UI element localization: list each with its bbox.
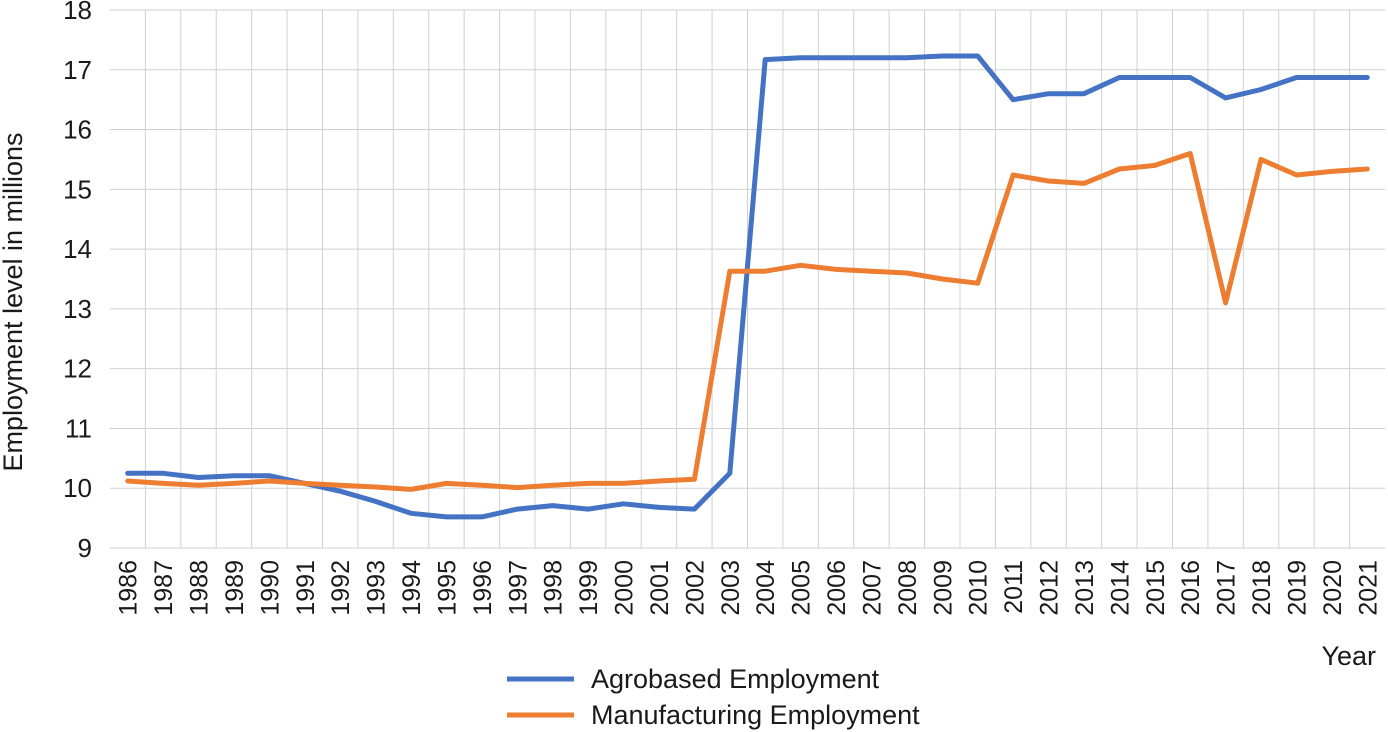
legend: Agrobased Employment Manufacturing Emplo… — [507, 664, 920, 730]
x-tick-label: 2002 — [681, 560, 709, 616]
x-tick-label: 1988 — [186, 560, 214, 616]
y-tick-label: 13 — [63, 294, 92, 324]
y-tick-label: 17 — [63, 55, 92, 85]
x-tick-label: 2021 — [1354, 560, 1382, 616]
x-tick-label: 2004 — [752, 560, 780, 616]
x-tick-label: 2005 — [788, 560, 816, 616]
y-tick-label: 15 — [63, 174, 92, 204]
x-tick-label: 2015 — [1142, 560, 1170, 616]
series-lines — [125, 53, 1370, 520]
x-axis-title: Year — [1321, 641, 1376, 671]
y-tick-label: 12 — [63, 354, 92, 384]
x-tick-label: 1993 — [363, 560, 391, 616]
x-tick-label: 2016 — [1177, 560, 1205, 616]
x-tick-label: 1995 — [433, 560, 461, 616]
legend-label-manufacturing: Manufacturing Employment — [591, 700, 920, 730]
x-tick-label: 1999 — [575, 560, 603, 616]
horizontal-gridlines — [110, 9, 1385, 549]
x-tick-label: 1991 — [292, 560, 320, 616]
x-tick-label: 2007 — [858, 560, 886, 616]
x-tick-label: 1992 — [327, 560, 355, 616]
series-line-manufacturing — [125, 151, 1370, 492]
legend-label-agrobased: Agrobased Employment — [591, 664, 880, 694]
x-tick-label: 1989 — [221, 560, 249, 616]
y-axis-title: Employment level in millions — [0, 132, 28, 471]
x-tick-label: 1997 — [504, 560, 532, 616]
x-tick-label: 2008 — [894, 560, 922, 616]
x-tick-label: 2001 — [646, 560, 674, 616]
x-tick-label: 2017 — [1213, 560, 1241, 616]
y-tick-label: 16 — [63, 115, 92, 145]
x-tick-label: 2014 — [1106, 560, 1134, 616]
x-tick-label: 1994 — [398, 560, 426, 616]
x-tick-label: 2013 — [1071, 560, 1099, 616]
x-tick-label: 1987 — [150, 560, 178, 616]
x-tick-label: 1986 — [115, 560, 143, 616]
x-tick-label: 2000 — [611, 560, 639, 616]
y-axis-tick-labels: 9 10 11 12 13 14 15 16 17 18 — [63, 0, 92, 563]
x-tick-label: 2006 — [823, 560, 851, 616]
x-tick-label: 2020 — [1319, 560, 1347, 616]
x-tick-label: 2019 — [1283, 560, 1311, 616]
x-tick-label: 2003 — [717, 560, 745, 616]
x-tick-label: 2012 — [1036, 560, 1064, 616]
y-tick-label: 11 — [65, 413, 92, 443]
y-tick-label: 18 — [63, 0, 92, 25]
x-tick-label: 1998 — [540, 560, 568, 616]
x-tick-label: 2010 — [965, 560, 993, 616]
x-tick-label: 2009 — [929, 560, 957, 616]
y-tick-label: 14 — [63, 234, 92, 264]
y-tick-label: 9 — [78, 533, 92, 563]
y-tick-label: 10 — [63, 473, 92, 503]
x-tick-label: 2011 — [1000, 560, 1028, 614]
x-tick-label: 1996 — [469, 560, 497, 616]
x-axis-tick-labels: 1986 1987 1988 1989 1990 1991 1992 1993 1994 1995… — [115, 560, 1383, 616]
series-line-agrobased — [125, 53, 1370, 520]
x-tick-label: 2018 — [1248, 560, 1276, 616]
x-tick-label: 1990 — [256, 560, 284, 616]
